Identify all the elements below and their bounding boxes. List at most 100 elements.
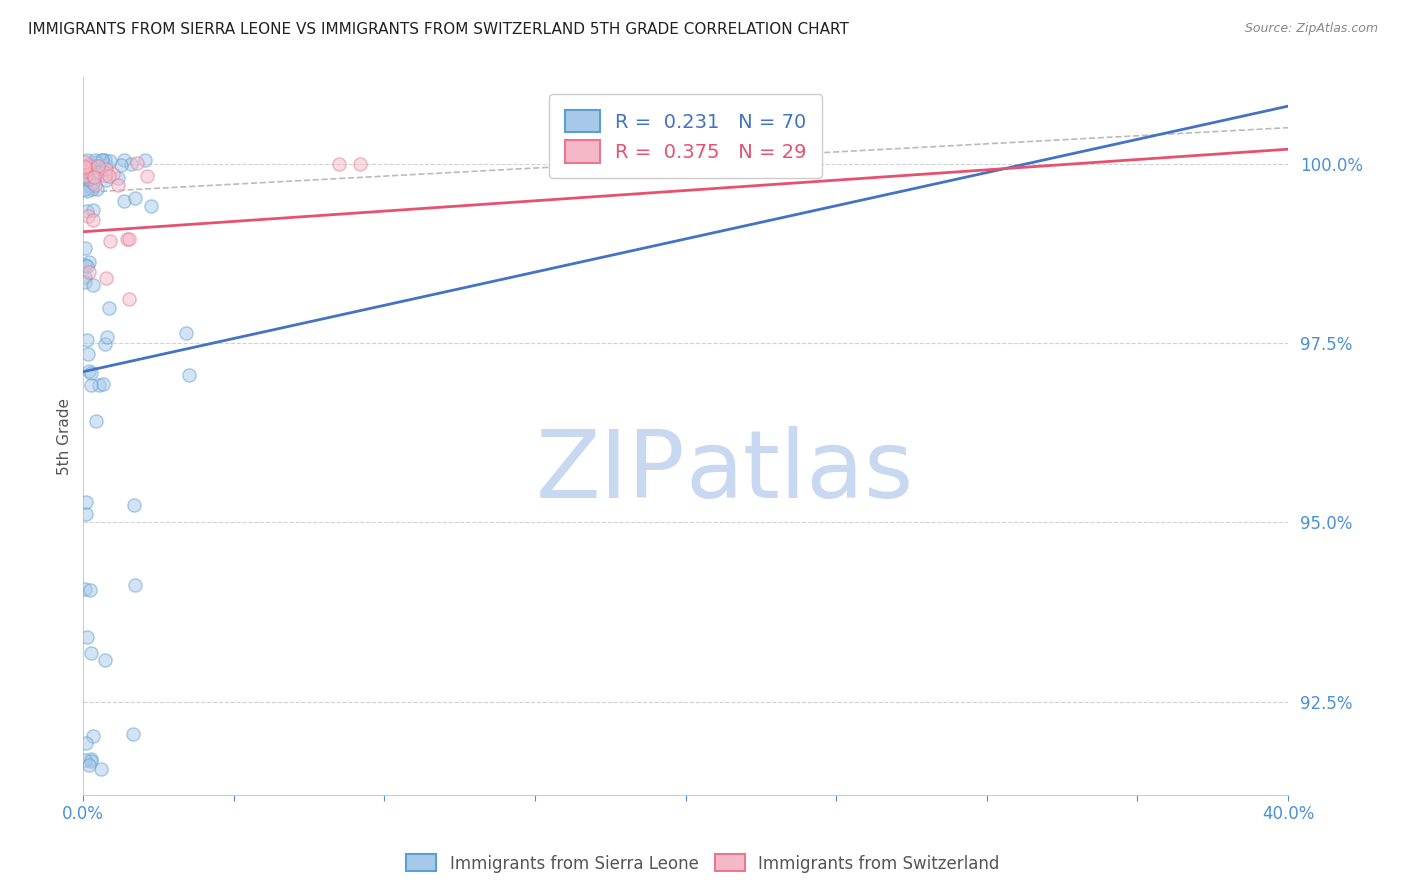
Point <box>84 153 107 168</box>
Point <box>84 414 107 428</box>
Point <box>73 169 96 184</box>
Point <box>112 194 135 208</box>
Point <box>82 277 104 292</box>
Point <box>124 578 146 592</box>
Point <box>76 259 98 273</box>
Point <box>120 157 142 171</box>
Point <box>75 494 97 508</box>
Point <box>75 508 97 522</box>
Point <box>118 231 141 245</box>
Point <box>100 234 122 248</box>
Point <box>76 630 98 644</box>
Text: atlas: atlas <box>686 426 914 518</box>
Point <box>80 367 103 381</box>
Point <box>118 293 141 307</box>
Point <box>80 754 103 768</box>
Point <box>87 164 110 178</box>
Point <box>87 159 110 173</box>
Point <box>139 199 162 213</box>
Point <box>77 172 100 186</box>
Point <box>80 752 103 766</box>
Point <box>107 171 129 186</box>
Point <box>103 167 125 181</box>
Point <box>93 653 115 667</box>
Point <box>73 582 96 596</box>
Point <box>87 377 110 392</box>
Point <box>124 191 146 205</box>
Point <box>79 177 101 191</box>
Point <box>76 184 98 198</box>
Point <box>76 171 98 186</box>
Point <box>73 182 96 196</box>
Point <box>94 168 117 182</box>
Point <box>84 154 107 169</box>
Point <box>73 753 96 767</box>
Point <box>77 255 100 269</box>
Legend: R =  0.231   N = 70, R =  0.375   N = 29: R = 0.231 N = 70, R = 0.375 N = 29 <box>550 95 823 178</box>
Point <box>82 729 104 743</box>
Y-axis label: 5th Grade: 5th Grade <box>58 398 72 475</box>
Point <box>96 330 118 344</box>
Point <box>77 758 100 772</box>
Point <box>77 347 100 361</box>
Point <box>77 364 100 378</box>
Point <box>115 232 138 246</box>
Point <box>122 726 145 740</box>
Point <box>179 368 201 383</box>
Point <box>82 177 104 191</box>
Point <box>76 204 98 219</box>
Point <box>136 169 159 183</box>
Point <box>73 169 96 184</box>
Point <box>94 158 117 172</box>
Point <box>79 161 101 176</box>
Point <box>90 762 112 776</box>
Point <box>75 736 97 750</box>
Point <box>94 153 117 167</box>
Text: IMMIGRANTS FROM SIERRA LEONE VS IMMIGRANTS FROM SWITZERLAND 5TH GRADE CORRELATIO: IMMIGRANTS FROM SIERRA LEONE VS IMMIGRAN… <box>28 22 849 37</box>
Point <box>174 326 197 340</box>
Point <box>76 153 98 167</box>
Point <box>83 172 105 186</box>
Point <box>80 646 103 660</box>
Point <box>80 378 103 392</box>
Point <box>82 168 104 182</box>
Point <box>82 203 104 218</box>
Point <box>75 258 97 272</box>
Point <box>83 170 105 185</box>
Point <box>112 153 135 167</box>
Point <box>94 336 117 351</box>
Point <box>73 270 96 285</box>
Point <box>94 161 117 176</box>
Point <box>91 153 114 167</box>
Point <box>73 168 96 182</box>
Point <box>98 301 121 315</box>
Legend: Immigrants from Sierra Leone, Immigrants from Switzerland: Immigrants from Sierra Leone, Immigrants… <box>399 847 1007 880</box>
Point <box>328 156 350 170</box>
Point <box>86 181 108 195</box>
Point <box>349 156 371 170</box>
Point <box>122 498 145 512</box>
Point <box>75 182 97 196</box>
Point <box>94 173 117 187</box>
Point <box>73 160 96 174</box>
Point <box>77 209 100 223</box>
Point <box>77 158 100 172</box>
Point <box>94 271 117 285</box>
Point <box>73 155 96 169</box>
Point <box>110 158 132 172</box>
Point <box>98 169 121 184</box>
Point <box>73 159 96 173</box>
Point <box>76 333 98 347</box>
Point <box>98 153 121 168</box>
Text: ZIP: ZIP <box>536 426 686 518</box>
Point <box>73 275 96 289</box>
Point <box>134 153 156 167</box>
Point <box>91 153 114 167</box>
Point <box>83 178 105 192</box>
Point <box>73 164 96 178</box>
Point <box>107 178 129 192</box>
Point <box>82 213 104 227</box>
Point <box>77 265 100 279</box>
Point <box>79 583 101 598</box>
Point <box>76 161 98 176</box>
